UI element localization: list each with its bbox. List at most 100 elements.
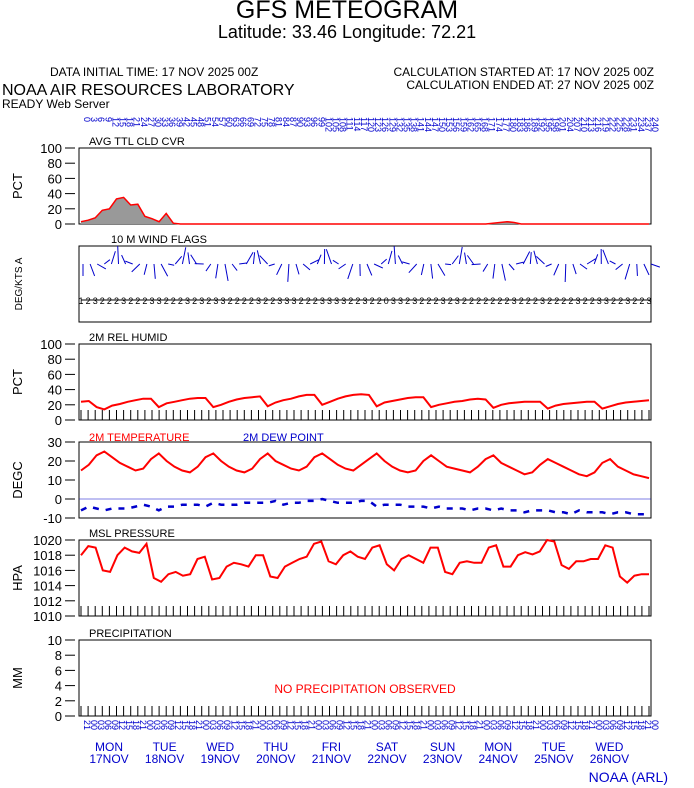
y-axis-label-5: MM (10, 667, 25, 689)
top-hour-label-75: 225 (615, 117, 625, 132)
day-label-0: MON (95, 740, 123, 754)
wind-speed-label-7: 2 (128, 296, 133, 306)
wind-speed-label-44: 3 (391, 296, 396, 306)
wind-speed-label-2: 3 (93, 296, 98, 306)
wind-speed-label-32: 2 (306, 296, 311, 306)
bottom-hour-label-54: 15 (461, 720, 471, 730)
y-tick-label-4-5: 1020 (33, 533, 62, 548)
wind-barb-19 (215, 263, 219, 279)
bottom-hour-label-56: 21 (475, 720, 485, 730)
top-hour-label-41: 123 (373, 117, 383, 132)
top-hour-label-4: 12 (110, 117, 120, 127)
top-hour-label-21: 63 (231, 117, 241, 127)
wind-speed-label-65: 3 (540, 296, 545, 306)
wind-speed-label-50: 2 (433, 296, 438, 306)
y-tick-label-4-0: 1010 (33, 609, 62, 624)
y-tick-label-0-0: 0 (55, 217, 62, 232)
wind-barb-44 (393, 246, 396, 265)
wind-speed-label-60: 2 (504, 296, 509, 306)
top-hour-label-22: 66 (238, 117, 248, 127)
bottom-hour-label-19: 06 (215, 720, 225, 730)
bottom-hour-label-49: 00 (426, 720, 436, 730)
wind-speed-label-74: 3 (604, 296, 609, 306)
wind-barb-45 (397, 255, 403, 265)
wind-barb-29 (287, 263, 290, 282)
top-hour-label-6: 18 (125, 117, 135, 127)
day-label-9: WED (595, 740, 623, 754)
wind-speed-label-5: 2 (114, 296, 119, 306)
wind-speed-label-77: 3 (625, 296, 630, 306)
wind-barb-75 (609, 260, 616, 265)
y-tick-label-2-4: 80 (48, 352, 62, 367)
panel-title-1: 10 M WIND FLAGS (111, 234, 207, 246)
wind-barb-52 (451, 255, 459, 265)
wind-barb-63 (529, 252, 532, 265)
top-hour-label-13: 39 (174, 117, 184, 127)
bottom-hour-label-41: 00 (370, 720, 380, 730)
wind-speed-label-66: 2 (547, 296, 552, 306)
wind-barb-57 (482, 263, 489, 272)
wind-speed-label-48: 2 (419, 296, 424, 306)
bottom-hour-label-72: 21 (587, 720, 597, 730)
bottom-hour-label-76: 09 (615, 720, 625, 730)
y-tick-label-5-4: 8 (55, 648, 62, 663)
top-hour-label-10: 30 (153, 117, 163, 127)
wind-speed-label-19: 3 (213, 296, 218, 306)
wind-speed-label-72: 2 (590, 296, 595, 306)
wind-barb-2 (96, 263, 107, 270)
top-hour-label-42: 126 (380, 117, 390, 132)
top-hour-label-67: 201 (558, 117, 568, 132)
bottom-hour-label-44: 09 (391, 720, 401, 730)
top-hour-label-73: 219 (600, 117, 610, 132)
top-hour-label-45: 135 (402, 117, 412, 132)
wind-barb-18 (205, 263, 212, 272)
y-tick-label-4-2: 1014 (33, 579, 62, 594)
bottom-hour-label-73: 00 (594, 720, 604, 730)
wind-barb-8 (131, 263, 141, 273)
panel-title-3: 2M TEMPERATURE (89, 432, 189, 444)
y-tick-label-3-1: 0 (55, 492, 62, 507)
wind-barb-51 (445, 263, 452, 266)
wind-speed-label-41: 2 (370, 296, 375, 306)
wind-barb-68 (564, 263, 567, 282)
top-hour-label-14: 42 (181, 117, 191, 127)
bottom-hour-label-6: 15 (124, 720, 134, 730)
wind-speed-label-31: 2 (299, 296, 304, 306)
wind-barb-12 (168, 263, 175, 266)
wind-speed-label-78: 2 (632, 296, 637, 306)
bottom-hour-label-66: 03 (545, 720, 555, 730)
y-tick-label-5-5: 10 (48, 633, 62, 648)
wind-barb-24 (252, 252, 256, 265)
wind-speed-label-21: 2 (228, 296, 233, 306)
top-hour-label-46: 138 (409, 117, 419, 132)
top-hour-label-49: 147 (430, 117, 440, 132)
wind-speed-label-59: 2 (497, 296, 502, 306)
wind-barb-46 (402, 261, 410, 265)
y-tick-label-0-5: 100 (40, 141, 62, 156)
date-label-0: 17NOV (89, 752, 128, 766)
top-hour-label-38: 114 (352, 117, 362, 131)
bottom-hour-label-25: 00 (257, 720, 267, 730)
top-hour-label-63: 189 (529, 117, 539, 132)
wind-barb-56 (471, 263, 481, 266)
wind-speed-label-20: 3 (220, 296, 225, 306)
panel-frame-2 (78, 343, 652, 421)
wind-speed-label-3: 2 (100, 296, 105, 306)
wind-speed-label-67: 2 (554, 296, 559, 306)
bottom-hour-label-7: 18 (131, 720, 141, 730)
wind-barb-65 (536, 256, 545, 265)
bottom-hour-label-37: 12 (341, 720, 351, 730)
y-tick-label-2-5: 100 (40, 337, 62, 352)
temperature-line (80, 450, 650, 480)
bottom-hour-label-67: 06 (552, 720, 562, 730)
wind-barb-3 (103, 259, 111, 265)
top-hour-label-16: 48 (196, 117, 206, 127)
bottom-hour-label-16: 21 (194, 720, 204, 730)
wind-speed-label-8: 2 (135, 296, 140, 306)
date-label-6: 23NOV (423, 752, 462, 766)
wind-speed-label-51: 3 (441, 296, 446, 306)
top-hour-label-35: 105 (331, 117, 341, 132)
top-hour-label-74: 222 (607, 117, 617, 132)
top-hour-label-39: 117 (359, 117, 369, 131)
wind-speed-label-35: 3 (327, 296, 332, 306)
